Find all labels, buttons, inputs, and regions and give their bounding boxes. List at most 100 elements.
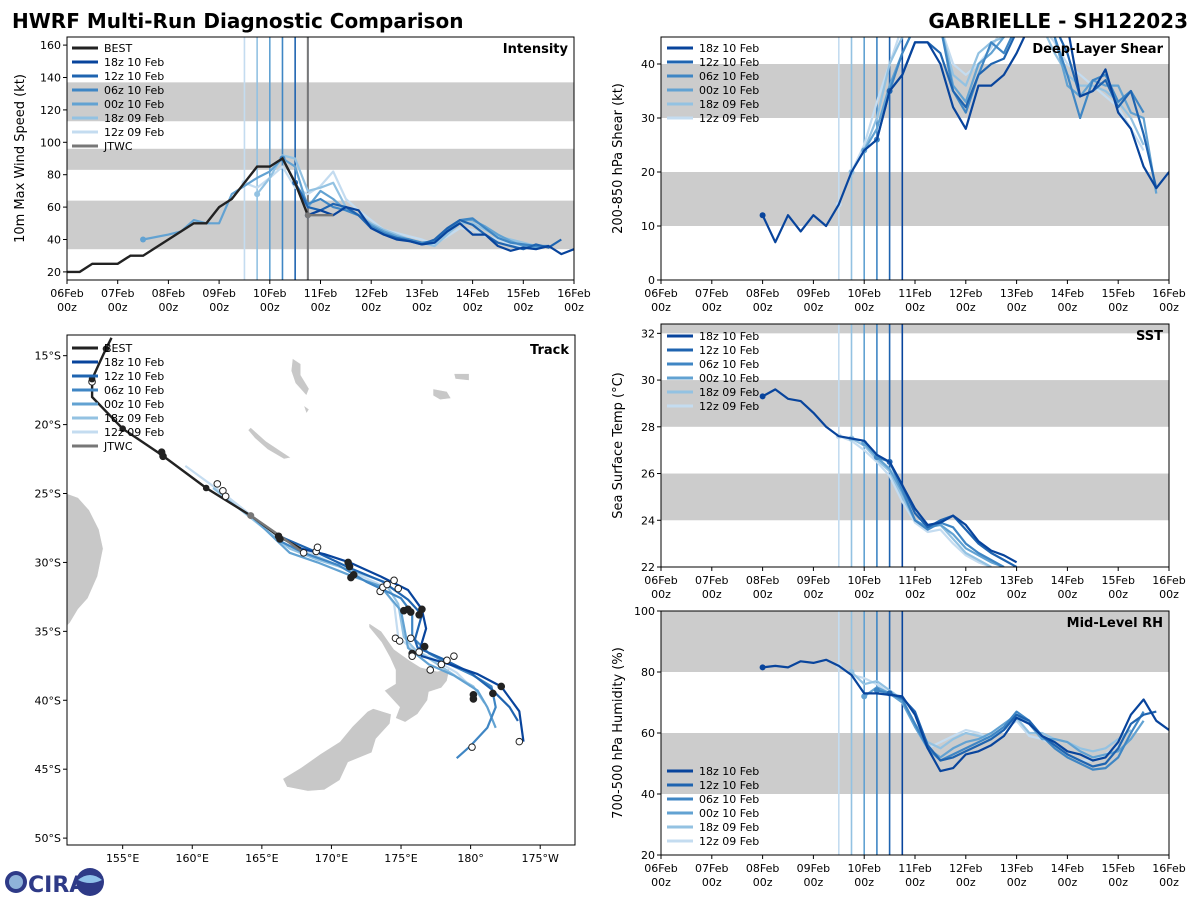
rh-xtick-label: 00z (651, 876, 671, 889)
intensity-legend-label: BEST (104, 42, 132, 55)
intensity-ytick-label: 20 (47, 266, 61, 279)
intensity-xtick-label: 00z (361, 301, 381, 314)
sst-xtick-label: 09Feb (797, 574, 830, 587)
sst-xtick-label: 13Feb (1000, 574, 1033, 587)
sst-xtick-label: 00z (1159, 588, 1179, 601)
land-mass-6 (453, 373, 470, 381)
track-marker-filled (420, 642, 429, 651)
intensity-ytick-label: 160 (40, 39, 61, 52)
track-marker-filled (406, 608, 415, 616)
intensity-xtick-label: 00z (513, 301, 533, 314)
rh-xtick-label: 07Feb (695, 862, 728, 875)
shear-xtick-label: 00z (651, 301, 671, 314)
shear-panel-label: Deep-Layer Shear (1032, 42, 1163, 57)
track-panel-label: Track (530, 343, 569, 358)
track-ytick-label: 40°S (35, 694, 61, 707)
intensity-best-line (67, 156, 309, 274)
intensity-xtick-label: 11Feb (304, 287, 337, 300)
rh-xtick-label: 14Feb (1051, 862, 1084, 875)
track-xtick-label: 165°E (245, 852, 278, 865)
rh-xtick-label: 00z (804, 876, 824, 889)
sst-legend-label: 18z 09 Feb (699, 386, 759, 399)
track-marker-open (426, 666, 435, 674)
track-legend-label: BEST (104, 342, 132, 355)
intensity-series-5 (244, 165, 549, 249)
sst-ytick-label: 22 (641, 561, 655, 574)
intensity-jtwc-point (304, 212, 311, 219)
intensity-ytick-label: 140 (40, 72, 61, 85)
intensity-init-point-3 (140, 236, 147, 243)
track-legend-label: 12z 09 Feb (104, 426, 164, 439)
sst-panel: 22242628303206Feb00z07Feb00z08Feb00z09Fe… (611, 323, 1186, 601)
sst-xtick-label: 08Feb (746, 574, 779, 587)
shear-ytick-label: 40 (641, 58, 655, 71)
shear-xtick-label: 08Feb (746, 287, 779, 300)
intensity-xtick-label: 13Feb (405, 287, 438, 300)
track-plot-area (67, 337, 525, 792)
rh-xtick-label: 16Feb (1152, 862, 1185, 875)
sst-ytick-label: 30 (641, 374, 655, 387)
track-marker-open (221, 492, 230, 501)
rh-ytick-label: 20 (641, 849, 655, 862)
track-panel: 15°S 20°S 25°S 30°S 35°S 40°S 45°S 50°S 155°E 160… (35, 334, 576, 865)
shear-panel: 01020304006Feb00z07Feb00z08Feb00z09Feb00… (611, 36, 1186, 314)
sst-xtick-label: 16Feb (1152, 574, 1185, 587)
shear-ytick-label: 10 (641, 220, 655, 233)
sst-xtick-label: 06Feb (644, 574, 677, 587)
track-marker-open (443, 656, 451, 665)
track-ytick-label: 20°S (35, 419, 61, 432)
rh-ytick-label: 80 (641, 666, 655, 679)
intensity-xtick-label: 07Feb (101, 287, 134, 300)
shear-xtick-label: 00z (1058, 301, 1078, 314)
rh-xtick-label: 00z (956, 876, 976, 889)
rh-ytick-label: 60 (641, 727, 655, 740)
shear-xtick-label: 00z (1007, 301, 1027, 314)
intensity-xtick-label: 00z (209, 301, 229, 314)
intensity-xtick-label: 00z (108, 301, 128, 314)
track-marker-open (450, 652, 458, 660)
track-legend-label: 00z 10 Feb (104, 398, 164, 411)
rh-xtick-label: 09Feb (797, 862, 830, 875)
rh-xtick-label: 15Feb (1101, 862, 1134, 875)
intensity-xtick-label: 16Feb (557, 287, 590, 300)
intensity-panel-label: Intensity (503, 42, 569, 57)
sst-series-5 (838, 435, 992, 567)
shear-xtick-label: 14Feb (1051, 287, 1084, 300)
track-ytick-label: 25°S (35, 488, 61, 501)
intensity-legend-label: 12z 09 Feb (104, 126, 164, 139)
shear-xtick-label: 07Feb (695, 287, 728, 300)
intensity-xtick-label: 00z (260, 301, 280, 314)
rh-xtick-label: 12Feb (949, 862, 982, 875)
rh-init-point-2 (873, 687, 880, 694)
track-marker-open (415, 648, 423, 656)
shear-ytick-label: 30 (641, 112, 655, 125)
rh-xtick-label: 00z (702, 876, 722, 889)
shear-plot-area (661, 37, 1169, 280)
sst-xtick-label: 00z (1108, 588, 1128, 601)
rh-series-0 (762, 658, 1169, 773)
intensity-ytick-label: 40 (47, 234, 61, 247)
intensity-band-2 (67, 82, 574, 122)
shear-xtick-label: 00z (1108, 301, 1128, 314)
shear-xtick-label: 16Feb (1152, 287, 1185, 300)
rh-xtick-label: 00z (1058, 876, 1078, 889)
shear-legend-label: 12z 10 Feb (699, 56, 759, 69)
rh-series-1 (889, 692, 1157, 768)
intensity-ylabel: 10m Max Wind Speed (kt) (13, 74, 28, 243)
track-ytick-label: 15°S (35, 350, 61, 363)
intensity-xtick-label: 00z (311, 301, 331, 314)
rh-ytick-label: 100 (634, 605, 655, 618)
intensity-band-0 (67, 200, 574, 250)
land-mass-1 (368, 622, 451, 723)
track-ytick-label: 45°S (35, 763, 61, 776)
rh-panel-label: Mid-Level RH (1067, 616, 1163, 631)
sst-ytick-label: 24 (641, 514, 655, 527)
rh-legend-label: 06z 10 Feb (699, 793, 759, 806)
shear-legend-label: 00z 10 Feb (699, 84, 759, 97)
shear-band-0 (661, 172, 1169, 226)
sst-legend-label: 12z 10 Feb (699, 344, 759, 357)
track-marker-filled (497, 682, 506, 691)
sst-legend-label: 18z 10 Feb (699, 330, 759, 343)
sst-series-0 (762, 388, 1018, 564)
